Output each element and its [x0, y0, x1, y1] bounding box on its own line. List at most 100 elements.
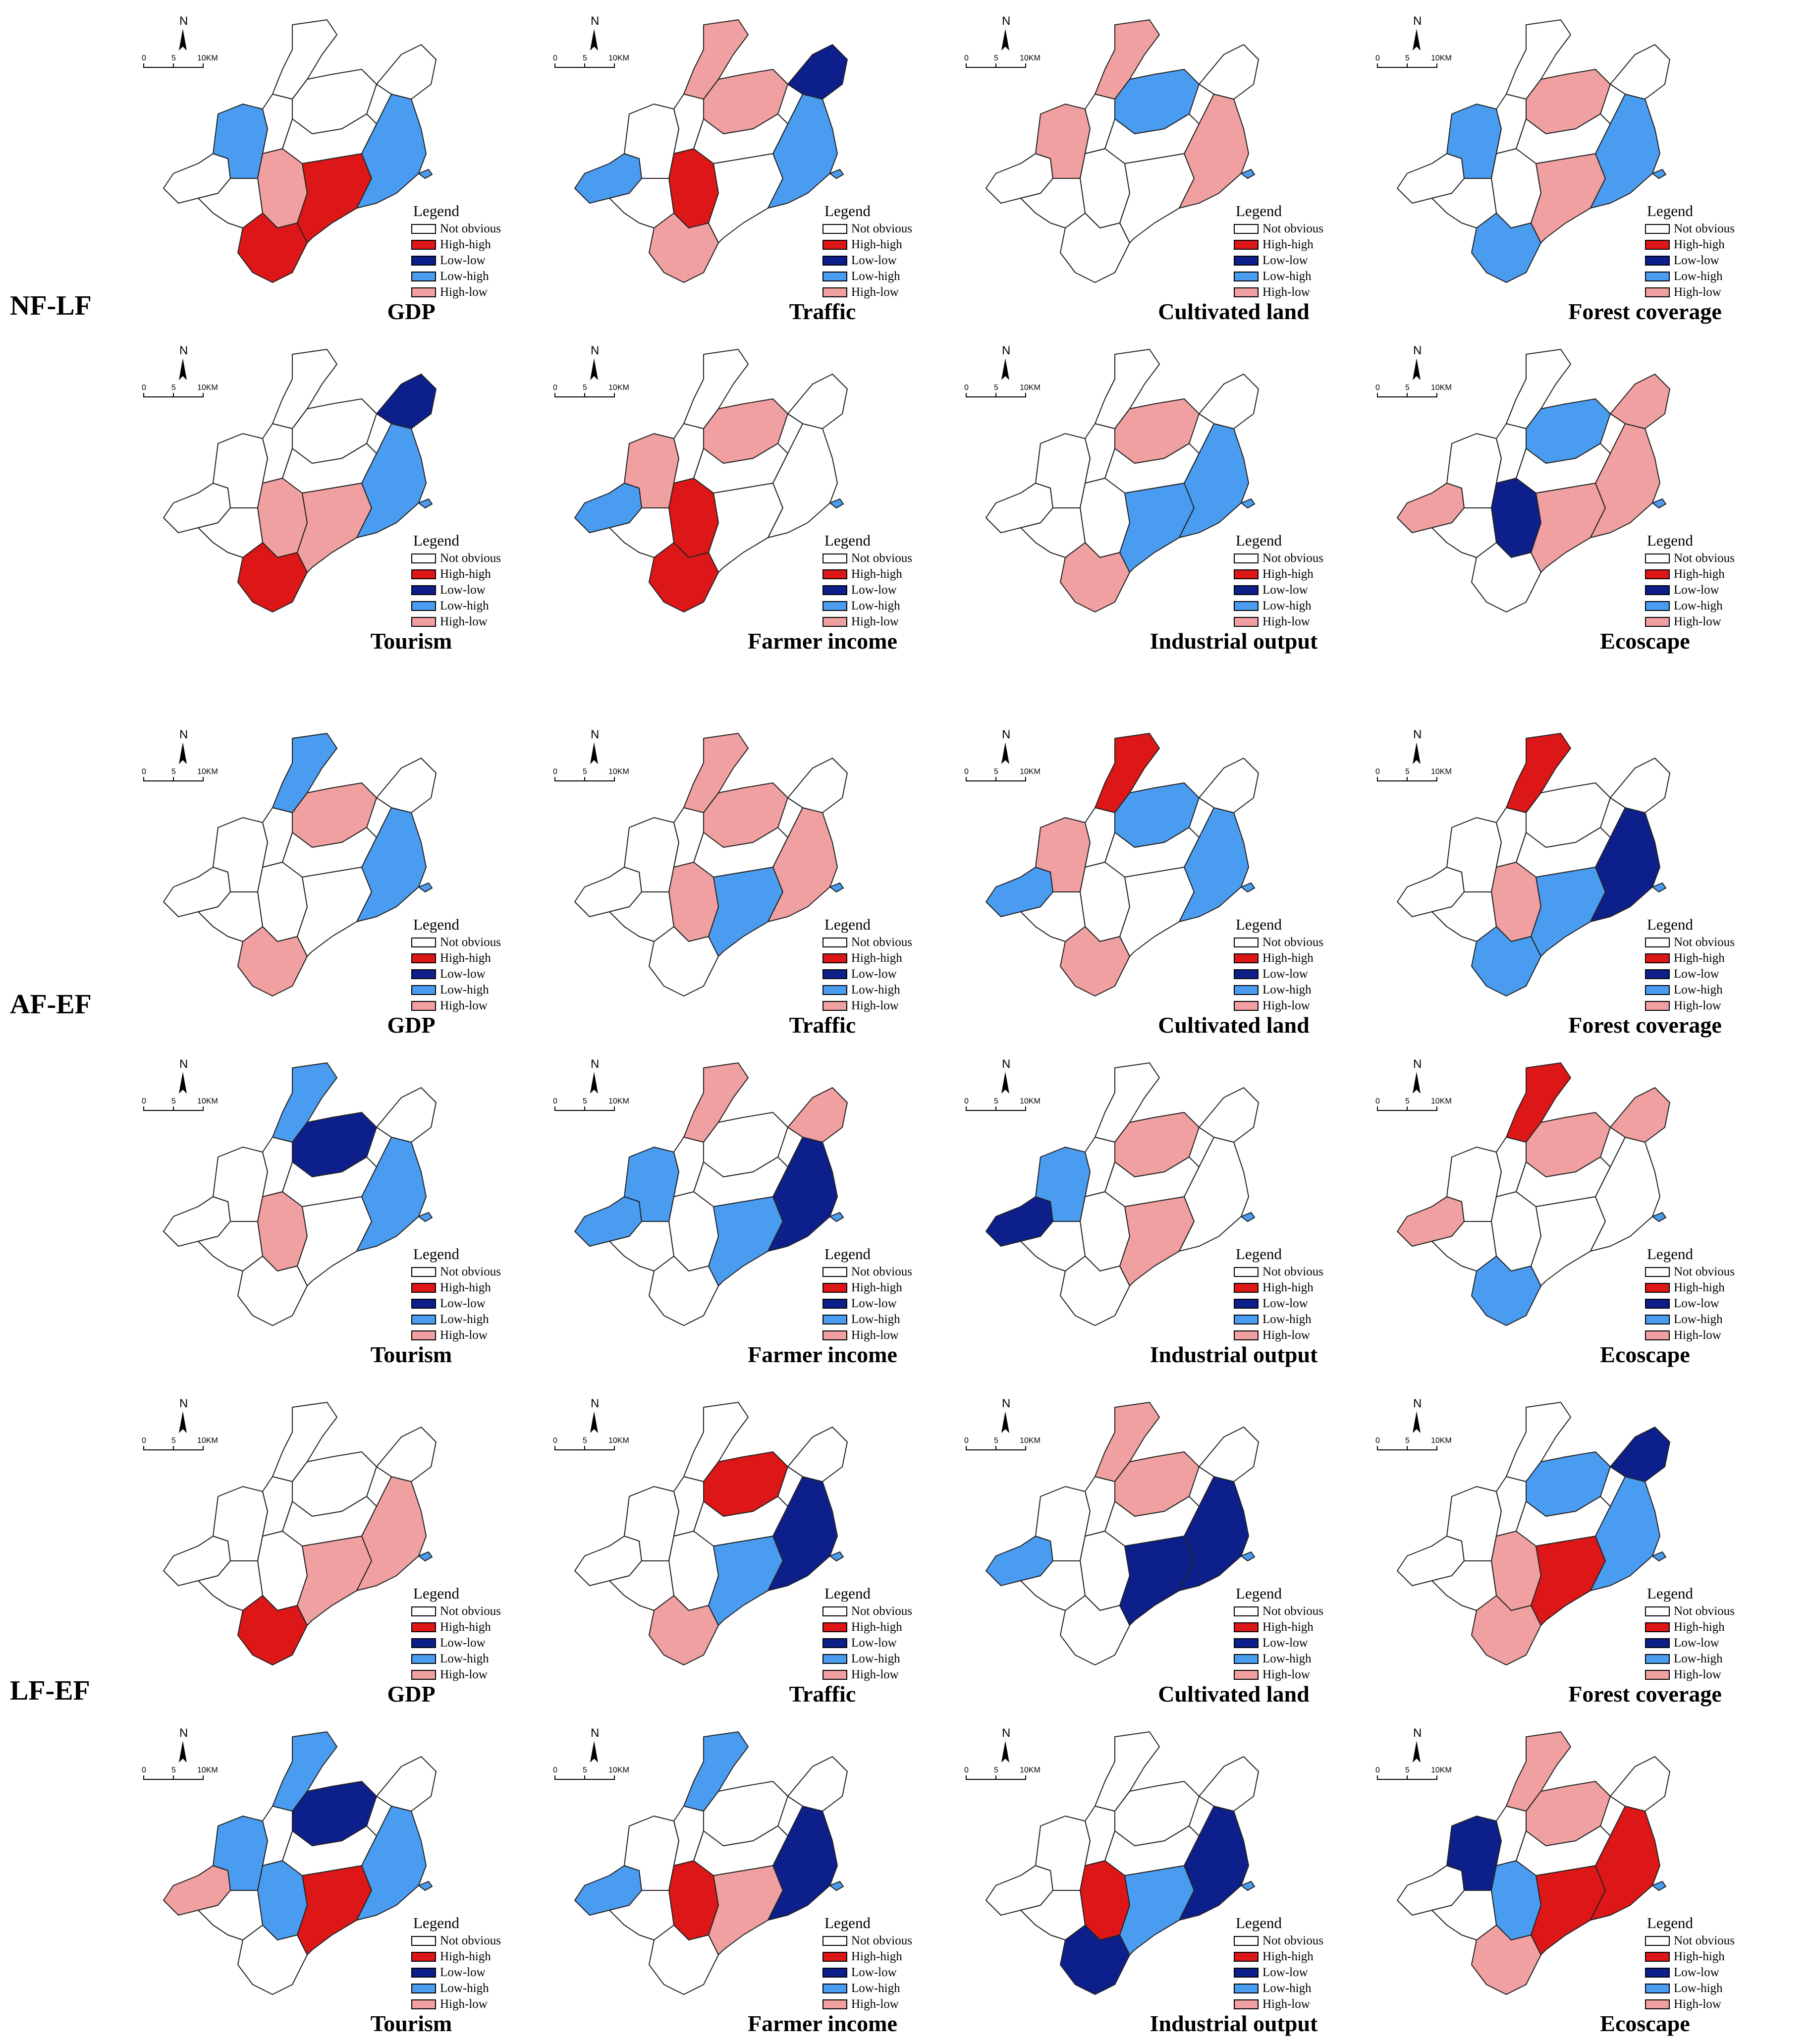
panel-title: GDP — [387, 1012, 436, 1038]
legend-item: High-low — [411, 998, 530, 1014]
district-region — [767, 423, 838, 538]
legend-item: High-high — [411, 950, 530, 966]
legend-label: Low-high — [1674, 599, 1723, 612]
panel-title: Industrial output — [1150, 2011, 1318, 2036]
legend-label: Low-low — [1674, 967, 1719, 981]
legend-label: High-low — [1674, 1997, 1721, 2011]
district-region — [1179, 1806, 1249, 1921]
map-legend: Legend Not obvious High-high Low-low Low-hig… — [411, 202, 530, 300]
scale-bar — [554, 1775, 615, 1780]
legend-item: Low-low — [822, 582, 941, 598]
north-arrow-icon: N 0 5 10KM — [1375, 728, 1452, 781]
scale-bar — [143, 1446, 204, 1450]
legend-label: Low-low — [440, 1966, 486, 1979]
legend-item: Low-low — [1234, 1296, 1353, 1312]
county-map: N 0 5 10KM — [142, 14, 437, 283]
legend-title: Legend — [413, 1245, 459, 1263]
district-region — [1496, 1137, 1527, 1197]
legend-swatch — [1234, 1984, 1259, 1993]
legend-label: High-low — [1262, 1668, 1310, 1681]
group-label: AF-EF — [10, 989, 92, 1020]
legend-label: Not obvious — [440, 552, 501, 565]
legend-item: High-low — [411, 284, 530, 300]
legend-label: Low-high — [1262, 1313, 1312, 1326]
legend-title: Legend — [1647, 532, 1693, 549]
legend-item: Not obvious — [411, 221, 530, 237]
district-region — [1471, 213, 1541, 283]
svg-text:5: 5 — [171, 1097, 176, 1105]
legend-label: Low-low — [851, 967, 897, 981]
legend-swatch — [1645, 1283, 1670, 1293]
legend-item: High-high — [822, 1619, 941, 1635]
legend-swatch — [1645, 224, 1670, 234]
coastal-feature — [828, 498, 844, 509]
district-region — [673, 807, 704, 868]
legend-item: Not obvious — [411, 935, 530, 950]
map-panel: N 0 5 10KM Legend Not obvious High-high Low-low… — [535, 1387, 941, 1714]
district-region — [1179, 423, 1249, 538]
legend-swatch — [411, 1299, 436, 1309]
legend-title: Legend — [413, 1585, 459, 1602]
legend-swatch — [1645, 1968, 1670, 1978]
svg-text:0: 0 — [1375, 54, 1380, 62]
legend-item: Low-high — [822, 1651, 941, 1667]
county-map: N 0 5 10KM — [142, 728, 437, 996]
legend-title: Legend — [1236, 1245, 1282, 1263]
legend-item: Low-low — [411, 1296, 530, 1312]
district-region — [649, 926, 719, 996]
legend-swatch — [822, 287, 847, 297]
legend-label: Low-low — [851, 1966, 897, 1979]
legend-label: High-low — [1674, 615, 1721, 628]
coastal-feature — [1651, 882, 1667, 893]
legend-swatch — [822, 1936, 847, 1946]
legend-label: Not obvious — [851, 1934, 912, 1947]
district-region — [198, 1221, 263, 1271]
svg-text:N: N — [1002, 1397, 1010, 1410]
legend-swatch — [822, 585, 847, 595]
legend-swatch — [1234, 256, 1259, 266]
panel-title: Farmer income — [748, 2011, 897, 2036]
legend-label: Low-low — [440, 1636, 486, 1650]
svg-text:5: 5 — [171, 384, 176, 392]
legend-swatch — [822, 569, 847, 579]
legend-swatch — [1234, 1638, 1259, 1648]
legend-item: High-low — [1645, 1996, 1764, 2012]
panel-title: Tourism — [370, 1342, 452, 1367]
legend-swatch — [411, 601, 436, 611]
legend-swatch — [1645, 1936, 1670, 1946]
legend-swatch — [411, 553, 436, 563]
district-region — [1590, 1137, 1660, 1252]
district-region — [649, 542, 719, 612]
legend-item: Not obvious — [1234, 1603, 1353, 1619]
legend-item: Not obvious — [1234, 551, 1353, 566]
district-region — [237, 926, 308, 996]
legend-swatch — [1645, 569, 1670, 579]
north-arrow-icon: N 0 5 10KM — [142, 1726, 218, 1780]
panel-title: Forest coverage — [1568, 1681, 1722, 1707]
legend-label: Low-low — [440, 1297, 486, 1310]
legend-item: High-high — [822, 1949, 941, 1965]
map-legend: Legend Not obvious High-high Low-low Low-hig… — [1645, 1914, 1764, 2012]
legend-label: High-low — [851, 1328, 899, 1342]
legend-item: Not obvious — [822, 935, 941, 950]
district-region — [356, 1137, 427, 1252]
svg-text:10KM: 10KM — [197, 1097, 218, 1105]
map-legend: Legend Not obvious High-high Low-low Low-hig… — [1234, 532, 1353, 630]
coastal-feature — [417, 1551, 433, 1562]
legend-label: Not obvious — [851, 1265, 912, 1278]
coastal-feature — [828, 168, 844, 179]
district-region — [708, 1865, 783, 1955]
district-region — [1496, 423, 1527, 484]
svg-text:5: 5 — [171, 1766, 176, 1774]
svg-text:5: 5 — [994, 1436, 998, 1445]
district-region — [1085, 423, 1115, 484]
legend-swatch — [411, 1315, 436, 1325]
legend-item: Low-low — [1234, 582, 1353, 598]
district-region — [708, 1536, 783, 1626]
legend-label: High-high — [1262, 1620, 1314, 1634]
district-region — [1060, 542, 1130, 612]
group-label: NF-LF — [10, 290, 92, 321]
coastal-feature — [828, 1880, 844, 1891]
svg-text:10KM: 10KM — [1020, 768, 1041, 776]
svg-text:N: N — [1002, 728, 1010, 741]
